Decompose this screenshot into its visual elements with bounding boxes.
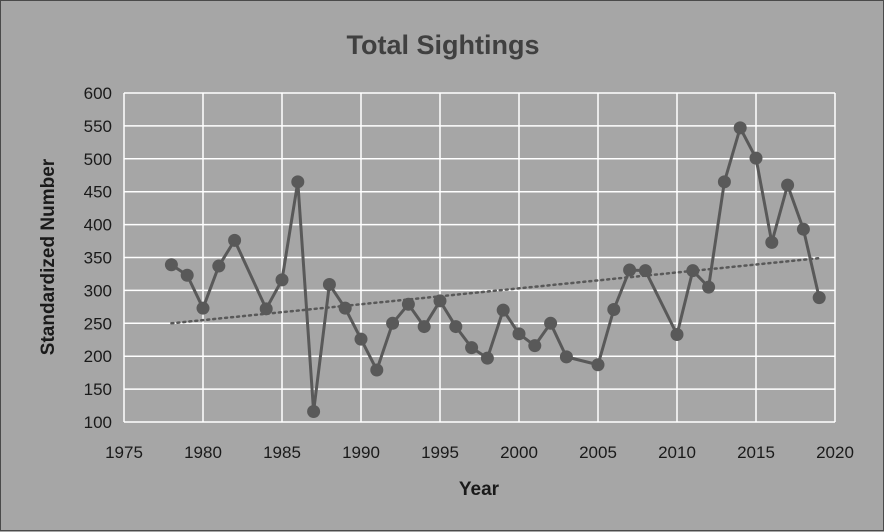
data-point	[275, 273, 289, 287]
y-tick-label: 250	[84, 314, 112, 333]
data-point	[386, 316, 400, 330]
data-point	[322, 277, 336, 291]
x-tick-label: 2010	[658, 443, 696, 462]
y-tick-label: 550	[84, 117, 112, 136]
data-point	[212, 259, 226, 273]
data-point	[496, 303, 510, 317]
data-point	[781, 178, 795, 192]
data-point	[749, 151, 763, 165]
x-tick-label: 2020	[816, 443, 854, 462]
x-tick-label: 1975	[105, 443, 143, 462]
data-point	[401, 297, 415, 311]
data-point	[417, 320, 431, 334]
data-point	[164, 258, 178, 272]
data-point	[638, 264, 652, 278]
data-point	[449, 320, 463, 334]
y-tick-label: 150	[84, 380, 112, 399]
data-point	[591, 358, 605, 372]
data-point	[623, 263, 637, 277]
x-tick-label: 1995	[421, 443, 459, 462]
data-point	[291, 175, 305, 189]
y-tick-label: 400	[84, 216, 112, 235]
data-point	[812, 291, 826, 305]
data-point	[338, 301, 352, 315]
data-point	[733, 121, 747, 135]
data-point	[702, 280, 716, 294]
data-point	[559, 350, 573, 364]
data-point	[480, 351, 494, 365]
data-point	[686, 264, 700, 278]
data-point	[670, 327, 684, 341]
series-group	[164, 121, 826, 418]
x-tick-label: 2005	[579, 443, 617, 462]
x-tick-label: 1985	[263, 443, 301, 462]
y-tick-label: 350	[84, 249, 112, 268]
y-tick-label: 300	[84, 281, 112, 300]
data-point	[512, 327, 526, 341]
chart-title: Total Sightings	[347, 30, 540, 60]
y-tick-label: 450	[84, 183, 112, 202]
data-point	[228, 233, 242, 247]
x-tick-label: 1990	[342, 443, 380, 462]
data-point	[180, 268, 194, 282]
x-tick-label: 1980	[184, 443, 222, 462]
data-point	[370, 363, 384, 377]
x-tick-label: 2000	[500, 443, 538, 462]
x-tick-label: 2015	[737, 443, 775, 462]
y-tick-label: 100	[84, 413, 112, 432]
data-point	[354, 332, 368, 346]
data-point	[607, 302, 621, 316]
data-point	[544, 316, 558, 330]
data-point	[259, 302, 273, 316]
data-point	[465, 341, 479, 355]
data-point	[717, 175, 731, 189]
x-axis-ticks: 1975 1980 1985 1990 1995 2000 2005 2010 2015 2020	[105, 443, 854, 462]
data-point	[307, 404, 321, 418]
data-point	[528, 339, 542, 353]
x-axis-title: Year	[459, 479, 500, 500]
data-point	[433, 294, 447, 308]
series-line	[170, 126, 821, 413]
gridlines	[123, 92, 836, 423]
y-tick-label: 200	[84, 347, 112, 366]
y-tick-label: 600	[84, 84, 112, 103]
y-tick-label: 500	[84, 150, 112, 169]
y-axis-title: Standardized Number	[38, 158, 59, 355]
data-point	[196, 301, 210, 315]
y-axis-ticks: 100 150 200 250 300 350 400 450 500 550 600	[84, 84, 112, 432]
data-point	[765, 235, 779, 249]
data-point	[796, 222, 810, 236]
